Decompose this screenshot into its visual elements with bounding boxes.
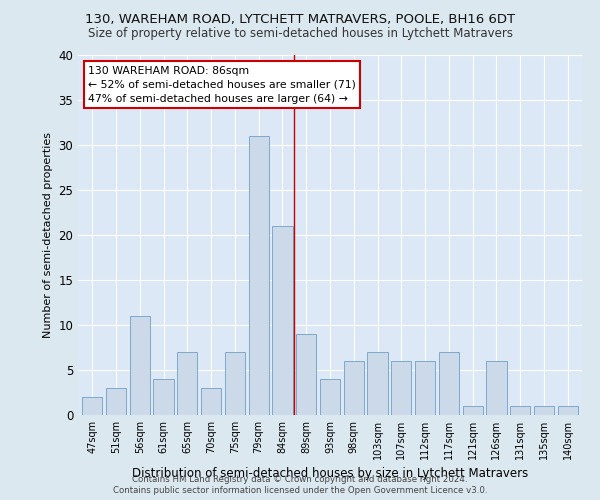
Text: Contains public sector information licensed under the Open Government Licence v3: Contains public sector information licen…	[113, 486, 487, 495]
Text: 130, WAREHAM ROAD, LYTCHETT MATRAVERS, POOLE, BH16 6DT: 130, WAREHAM ROAD, LYTCHETT MATRAVERS, P…	[85, 12, 515, 26]
Bar	[296, 334, 316, 415]
Bar	[272, 226, 293, 415]
Bar	[391, 361, 412, 415]
Bar	[130, 316, 150, 415]
Bar	[415, 361, 435, 415]
Bar	[82, 397, 103, 415]
Bar	[534, 406, 554, 415]
X-axis label: Distribution of semi-detached houses by size in Lytchett Matravers: Distribution of semi-detached houses by …	[132, 468, 528, 480]
Bar	[320, 379, 340, 415]
Text: 130 WAREHAM ROAD: 86sqm
← 52% of semi-detached houses are smaller (71)
47% of se: 130 WAREHAM ROAD: 86sqm ← 52% of semi-de…	[88, 66, 356, 104]
Bar	[510, 406, 530, 415]
Text: Contains HM Land Registry data © Crown copyright and database right 2024.: Contains HM Land Registry data © Crown c…	[132, 475, 468, 484]
Bar	[248, 136, 269, 415]
Bar	[344, 361, 364, 415]
Bar	[201, 388, 221, 415]
Bar	[367, 352, 388, 415]
Bar	[487, 361, 506, 415]
Text: Size of property relative to semi-detached houses in Lytchett Matravers: Size of property relative to semi-detach…	[88, 28, 512, 40]
Bar	[106, 388, 126, 415]
Y-axis label: Number of semi-detached properties: Number of semi-detached properties	[43, 132, 53, 338]
Bar	[557, 406, 578, 415]
Bar	[177, 352, 197, 415]
Bar	[439, 352, 459, 415]
Bar	[463, 406, 483, 415]
Bar	[225, 352, 245, 415]
Bar	[154, 379, 173, 415]
